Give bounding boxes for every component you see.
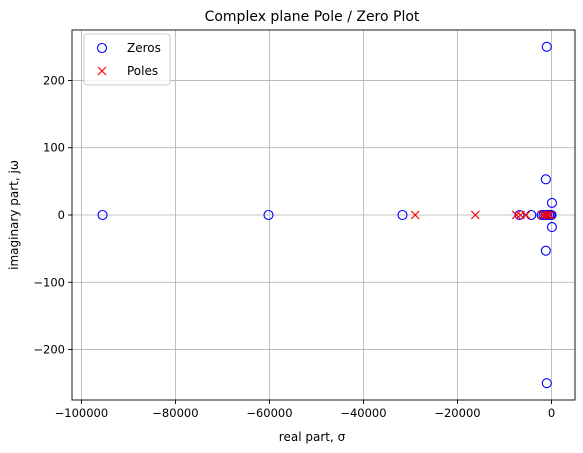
zero-point [540, 245, 551, 256]
y-tick-label: 100 [43, 141, 65, 155]
x-tick-label: −20000 [434, 406, 480, 420]
x-tick-label: −80000 [152, 406, 198, 420]
zero-point [541, 378, 552, 389]
zero-point [546, 222, 558, 233]
zero-point [397, 209, 408, 221]
pole-point [543, 210, 553, 220]
pole-point [545, 210, 555, 220]
pole-point [470, 210, 480, 220]
x-tick-label: −60000 [246, 406, 292, 420]
zero-point [541, 41, 552, 52]
y-tick-label: −100 [33, 275, 65, 289]
y-tick-label: 0 [58, 208, 65, 222]
x-tick-label: −40000 [340, 406, 386, 420]
plot-frame [71, 29, 576, 401]
zero-point [97, 209, 108, 221]
y-tick-label: 200 [43, 73, 65, 87]
x-tick-label: 0 [548, 406, 555, 420]
legend-poles-marker [97, 66, 107, 76]
legend: Zeros Poles [83, 33, 171, 86]
tick-layer: −100000 −80000 −60000 −40000 −20000 0 −200 −100… [33, 73, 555, 420]
data-layer [97, 41, 558, 389]
pole-point [521, 210, 531, 220]
y-tick-label: −200 [33, 343, 65, 357]
zero-point [540, 174, 551, 185]
pole-point [410, 210, 420, 220]
zero-point [263, 209, 274, 221]
legend-poles-label: Poles [127, 64, 158, 78]
x-tick-label: −100000 [55, 406, 109, 420]
zero-point [546, 197, 558, 208]
y-axis-label: imaginary part, jω [7, 160, 21, 270]
pole-point [511, 210, 521, 220]
x-axis-label: real part, σ [279, 430, 346, 444]
legend-zeros-label: Zeros [127, 41, 161, 55]
legend-box [83, 33, 171, 86]
chart-title: Complex plane Pole / Zero Plot [205, 9, 420, 25]
legend-zeros-marker [96, 42, 108, 54]
zero-point [514, 209, 525, 221]
